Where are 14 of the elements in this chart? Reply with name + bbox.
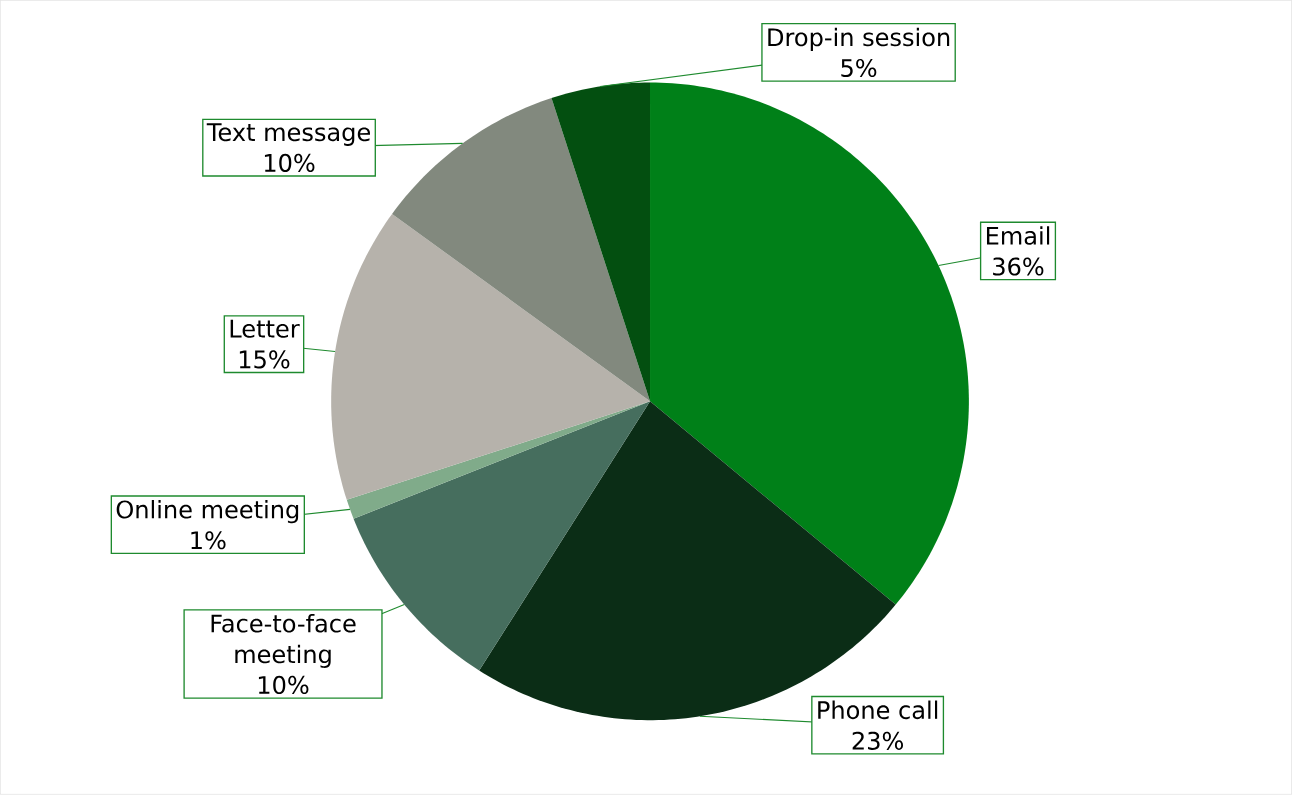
slice-label: Drop-in session [768,27,950,52]
slice-label: Online meeting [116,500,299,524]
data-label: 23% [852,731,904,751]
data-label: 15% [239,350,290,369]
slice-label: Letter [230,320,300,338]
data-label: 36% [993,257,1044,276]
data-label: 1% [191,531,226,550]
slice-label: Face-to-face meeting [211,614,356,669]
slice-label: Email [986,226,1050,246]
data-label: 10% [264,153,315,173]
data-label: 5% [841,59,877,78]
slice-label: Phone call [818,700,938,720]
data-label: 10% [258,676,309,695]
slice-label: Text message [206,123,370,147]
